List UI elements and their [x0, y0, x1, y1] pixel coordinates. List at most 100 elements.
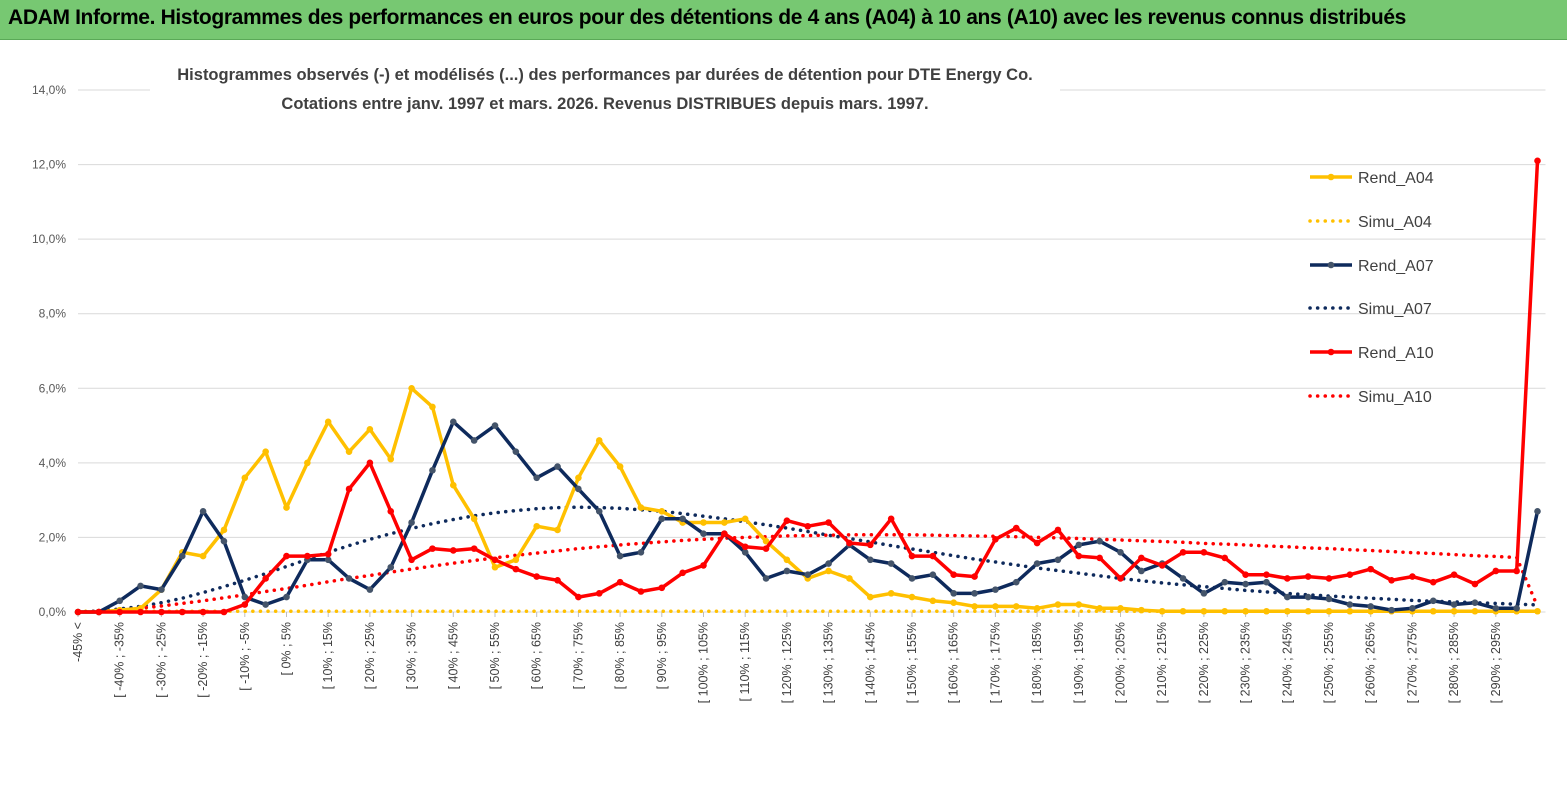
y-tick-label: 6,0% [39, 381, 67, 395]
x-tick-label: [ -20% ; -15% [196, 622, 210, 698]
data-point [241, 593, 249, 601]
data-point [1450, 571, 1458, 579]
data-point [1284, 593, 1291, 601]
data-point [283, 504, 290, 511]
y-tick-label: 14,0% [32, 83, 66, 97]
data-point [950, 590, 957, 597]
legend-label: Rend_A07 [1358, 258, 1434, 275]
data-point [637, 504, 645, 511]
data-point [366, 459, 374, 467]
data-point [262, 575, 269, 582]
data-point [637, 588, 645, 595]
data-point [1054, 556, 1062, 564]
data-point [1179, 575, 1187, 582]
data-point [324, 556, 332, 564]
legend-label: Simu_A10 [1358, 389, 1432, 406]
chart-title-background [150, 55, 1060, 117]
x-tick-label: [ 120% ; 125% [780, 622, 794, 703]
data-point [1471, 599, 1479, 606]
data-point [1033, 604, 1041, 612]
data-point [158, 608, 165, 616]
data-point [825, 560, 832, 567]
data-point [1242, 607, 1249, 615]
data-point [137, 608, 144, 616]
data-point [387, 455, 395, 463]
data-point [637, 549, 645, 556]
data-point [283, 552, 290, 560]
data-point [1012, 578, 1020, 586]
data-point [220, 537, 228, 545]
data-point [512, 448, 520, 455]
data-point [950, 599, 957, 606]
data-point [450, 418, 457, 426]
data-point [1325, 607, 1333, 615]
y-tick-label: 4,0% [39, 456, 67, 470]
x-tick-label: [ 90% ; 95% [655, 622, 669, 689]
data-point [741, 543, 749, 551]
data-point [1158, 607, 1166, 615]
data-point [575, 485, 582, 493]
data-point [1534, 508, 1541, 515]
data-point [1388, 606, 1395, 614]
data-point [366, 586, 374, 593]
data-point [74, 608, 82, 616]
data-point [1304, 593, 1312, 601]
data-point [1409, 604, 1416, 612]
data-point [1263, 571, 1270, 579]
data-point [575, 474, 582, 482]
data-point [1367, 565, 1374, 573]
data-point [616, 552, 624, 560]
x-tick-label: [ 270% ; 275% [1405, 622, 1419, 703]
data-point [929, 571, 937, 579]
data-point [1012, 524, 1020, 532]
data-point [408, 384, 415, 392]
data-point [158, 586, 165, 593]
data-point [1304, 607, 1312, 615]
data-point [1367, 607, 1374, 615]
data-point [1325, 595, 1333, 603]
data-point [1242, 571, 1249, 579]
x-tick-label: [ 20% ; 25% [363, 622, 377, 689]
legend-marker [1327, 173, 1335, 181]
data-point [408, 519, 415, 526]
data-point [429, 403, 436, 411]
data-point [1075, 601, 1083, 608]
data-point [741, 549, 749, 556]
data-point [470, 437, 478, 444]
data-point [491, 563, 499, 571]
data-point [512, 565, 520, 573]
data-point [199, 508, 207, 515]
data-point [387, 563, 395, 571]
data-point [1033, 560, 1041, 567]
data-point [825, 567, 832, 575]
series-layer [74, 157, 1541, 616]
data-point [679, 515, 686, 523]
data-point [887, 560, 895, 567]
data-point [554, 526, 561, 534]
data-point [1158, 562, 1166, 569]
series-rend-a07 [74, 418, 1541, 616]
x-tick-label: [ 60% ; 65% [530, 622, 544, 689]
x-tick-label: [ 210% ; 215% [1155, 622, 1169, 703]
chart-title-line-2: Cotations entre janv. 1997 et mars. 2026… [281, 95, 928, 113]
data-point [992, 603, 999, 610]
data-point [595, 590, 603, 597]
x-tick-label: [ -40% ; -35% [113, 622, 127, 698]
data-point [700, 519, 707, 526]
data-point [116, 608, 123, 616]
x-tick-label: [ 150% ; 155% [905, 622, 919, 703]
x-tick-label: [ 40% ; 45% [446, 622, 460, 689]
data-point [1534, 157, 1541, 165]
data-point [867, 541, 874, 549]
data-point [595, 437, 603, 444]
data-point [178, 552, 186, 560]
report-banner: ADAM Informe. Histogrammes des performan… [0, 0, 1567, 40]
data-point [241, 474, 249, 482]
legend-marker [1327, 261, 1335, 269]
data-point [116, 597, 123, 605]
data-point [1346, 571, 1354, 579]
x-tick-label: [ 260% ; 265% [1364, 622, 1378, 703]
x-tick-label: [ 110% ; 115% [738, 622, 752, 701]
data-point [137, 582, 144, 590]
x-tick-label: [ 200% ; 205% [1114, 622, 1128, 703]
